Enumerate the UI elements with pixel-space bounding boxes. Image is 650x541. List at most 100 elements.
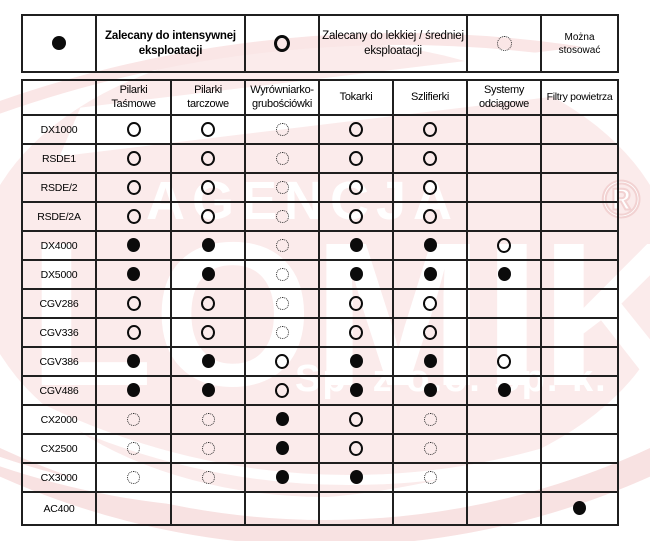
filled-circle-icon bbox=[349, 267, 363, 282]
empty-cell bbox=[540, 462, 619, 493]
filled-circle-icon bbox=[127, 238, 140, 253]
filled-circle-icon bbox=[201, 238, 215, 253]
empty-cell bbox=[540, 259, 619, 290]
empty-cell bbox=[466, 433, 542, 464]
legend-label-intensive: Zalecany do intensywnej eksploatacji bbox=[95, 14, 246, 73]
symbol-cell bbox=[466, 375, 542, 406]
empty-cell bbox=[540, 172, 619, 203]
row-label: CGV486 bbox=[21, 375, 97, 406]
dotted-circle-icon bbox=[201, 470, 215, 484]
table-row: CX2000 bbox=[21, 404, 619, 435]
row-label: DX5000 bbox=[21, 259, 97, 290]
symbol-cell bbox=[170, 288, 246, 319]
filled-circle-icon bbox=[349, 354, 363, 369]
symbol-cell bbox=[170, 259, 246, 290]
symbol-cell bbox=[170, 433, 246, 464]
filled-circle-icon bbox=[497, 267, 511, 282]
empty-cell bbox=[466, 288, 542, 319]
symbol-cell bbox=[95, 346, 172, 377]
symbol-cell bbox=[244, 114, 320, 145]
symbol-cell bbox=[95, 172, 172, 203]
symbol-cell bbox=[170, 346, 246, 377]
open-circle-icon bbox=[349, 295, 363, 311]
table-row: DX1000 bbox=[21, 114, 619, 145]
open-circle-icon bbox=[423, 208, 437, 224]
empty-cell bbox=[466, 317, 542, 348]
dotted-circle-icon bbox=[275, 180, 289, 194]
symbol-cell bbox=[318, 375, 394, 406]
symbol-cell bbox=[95, 433, 172, 464]
filled-circle-icon bbox=[275, 412, 289, 427]
filled-circle-icon bbox=[275, 470, 289, 485]
symbol-cell bbox=[392, 404, 468, 435]
symbol-cell bbox=[318, 404, 394, 435]
symbol-cell bbox=[392, 375, 468, 406]
open-circle-icon bbox=[275, 353, 289, 369]
symbol-cell bbox=[318, 143, 394, 174]
empty-cell bbox=[540, 201, 619, 232]
table-row: RSDE/2A bbox=[21, 201, 619, 232]
symbol-cell bbox=[244, 230, 320, 261]
open-circle-icon bbox=[349, 208, 363, 224]
symbol-cell bbox=[170, 462, 246, 493]
filled-circle-icon bbox=[52, 36, 66, 51]
symbol-cell bbox=[392, 317, 468, 348]
corner-cell bbox=[21, 79, 97, 116]
symbol-cell bbox=[466, 346, 542, 377]
row-label: CX2000 bbox=[21, 404, 97, 435]
row-label: CX3000 bbox=[21, 462, 97, 493]
table-row: DX4000 bbox=[21, 230, 619, 261]
open-circle-icon bbox=[126, 324, 141, 340]
symbol-cell bbox=[170, 404, 246, 435]
open-circle-icon bbox=[497, 237, 511, 253]
symbol-cell bbox=[95, 375, 172, 406]
row-label: RSDE1 bbox=[21, 143, 97, 174]
table-row: CGV386 bbox=[21, 346, 619, 377]
symbol-cell bbox=[95, 317, 172, 348]
symbol-cell bbox=[95, 288, 172, 319]
legend-table: Zalecany do intensywnej eksploatacji Zal… bbox=[21, 14, 619, 73]
row-label: AC400 bbox=[21, 491, 97, 526]
open-circle-icon bbox=[126, 121, 141, 137]
dotted-circle-icon bbox=[275, 238, 289, 252]
legend-symbol-cell bbox=[21, 14, 97, 73]
empty-cell bbox=[318, 491, 394, 526]
symbol-cell bbox=[318, 172, 394, 203]
open-circle-icon bbox=[126, 179, 141, 195]
open-circle-icon bbox=[201, 121, 215, 137]
row-label: CX2500 bbox=[21, 433, 97, 464]
row-label: CGV336 bbox=[21, 317, 97, 348]
open-circle-icon bbox=[423, 179, 437, 195]
symbol-cell bbox=[392, 462, 468, 493]
symbol-cell bbox=[392, 172, 468, 203]
dotted-circle-icon bbox=[201, 412, 215, 426]
row-label: DX1000 bbox=[21, 114, 97, 145]
table-row: CX3000 bbox=[21, 462, 619, 493]
symbol-cell bbox=[244, 462, 320, 493]
symbol-cell bbox=[170, 172, 246, 203]
dotted-circle-icon bbox=[127, 412, 140, 426]
dotted-circle-icon bbox=[275, 296, 289, 310]
symbol-cell bbox=[392, 259, 468, 290]
column-header-pilarki-tarczowe: Pilarki tarczowe bbox=[170, 79, 246, 116]
symbol-cell bbox=[95, 143, 172, 174]
open-circle-icon bbox=[349, 411, 363, 427]
open-circle-icon bbox=[497, 353, 511, 369]
column-header-pilarki-tasmowe: Pilarki Taśmowe bbox=[95, 79, 172, 116]
empty-cell bbox=[170, 491, 246, 526]
filled-circle-icon bbox=[423, 238, 437, 253]
filled-circle-icon bbox=[349, 238, 363, 253]
symbol-cell bbox=[95, 462, 172, 493]
symbol-cell bbox=[318, 114, 394, 145]
symbol-cell bbox=[466, 259, 542, 290]
filled-circle-icon bbox=[349, 383, 363, 398]
dotted-circle-icon bbox=[201, 441, 215, 455]
open-circle-icon bbox=[201, 324, 215, 340]
open-circle-icon bbox=[126, 295, 141, 311]
compatibility-table: Pilarki Taśmowe Pilarki tarczowe Wyrówni… bbox=[21, 79, 619, 526]
empty-cell bbox=[466, 143, 542, 174]
dotted-circle-icon bbox=[127, 441, 140, 455]
column-header-systemy-odciagowe: Systemy odciągowe bbox=[466, 79, 542, 116]
filled-circle-icon bbox=[127, 267, 140, 282]
